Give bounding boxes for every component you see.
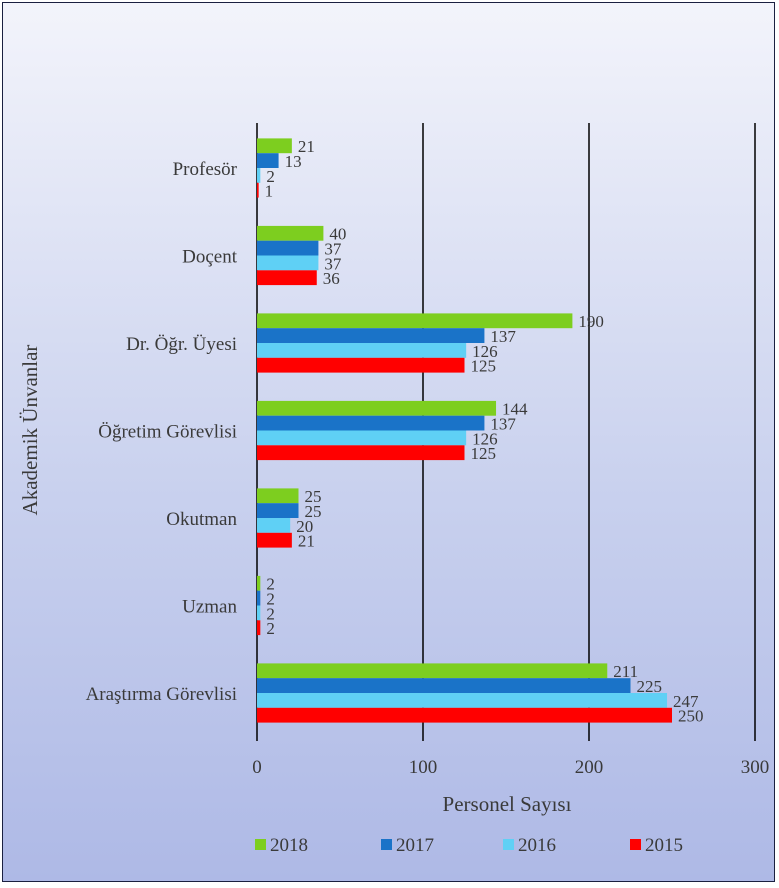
- category-label: Öğretim Görevlisi: [98, 422, 237, 443]
- legend-swatch: [381, 839, 392, 850]
- data-label: 25: [305, 487, 322, 506]
- bar: [257, 328, 485, 343]
- x-axis-title: Personel Sayısı: [443, 792, 572, 816]
- data-label: 2: [266, 604, 275, 623]
- data-label: 2: [266, 590, 275, 609]
- bar: [257, 153, 279, 168]
- bar: [257, 168, 261, 183]
- data-label: 2: [266, 167, 275, 186]
- data-label: 36: [323, 269, 340, 288]
- x-tick-label: 200: [575, 757, 604, 778]
- legend-item: 2017: [381, 835, 434, 856]
- data-labels: 2113214037373619013712612514413712612525…: [265, 137, 704, 725]
- bar: [257, 663, 608, 679]
- category-label: Dr. Öğr. Üyesi: [126, 334, 237, 355]
- legend-label: 2018: [270, 835, 308, 856]
- bar: [257, 518, 291, 533]
- category-label: Uzman: [182, 597, 237, 618]
- category-labels: Profesör Doçent Dr. Öğr. Üyesi Öğretim Göre…: [86, 159, 238, 705]
- bar: [257, 678, 631, 693]
- data-label: 125: [471, 444, 497, 463]
- bar: [257, 503, 299, 518]
- data-label: 144: [502, 400, 528, 419]
- category-label: Araştırma Görevlisi: [86, 684, 237, 705]
- bar: [257, 225, 324, 241]
- category-label: Profesör: [173, 159, 238, 180]
- data-label: 13: [285, 152, 302, 171]
- data-label: 21: [298, 137, 315, 156]
- data-label: 40: [329, 225, 346, 244]
- bar: [257, 532, 292, 548]
- data-label: 126: [472, 429, 498, 448]
- bar: [257, 240, 319, 256]
- data-label: 25: [305, 502, 322, 521]
- bar: [257, 707, 672, 723]
- bar: [257, 430, 467, 446]
- bar: [257, 138, 292, 154]
- bar: [257, 693, 668, 708]
- data-label: 2: [266, 575, 275, 594]
- data-label: 126: [472, 342, 498, 361]
- legend-item: 2015: [630, 835, 683, 856]
- legend-swatch: [630, 839, 641, 850]
- bar: [257, 400, 497, 416]
- legend-label: 2017: [396, 835, 434, 856]
- legend-swatch: [503, 839, 514, 850]
- bar: [257, 575, 261, 591]
- data-label: 250: [678, 707, 704, 726]
- data-label: 37: [324, 240, 342, 259]
- legend-label: 2015: [645, 835, 683, 856]
- bar-chart: 2113214037373619013712612514413712612525…: [18, 123, 769, 856]
- bars: [257, 138, 672, 723]
- data-label: 1: [265, 182, 274, 201]
- legend-swatch: [255, 839, 266, 850]
- bar: [257, 605, 261, 621]
- data-label: 225: [637, 677, 663, 696]
- legend-item: 2018: [255, 835, 308, 856]
- bar: [257, 343, 467, 358]
- bar: [257, 270, 317, 286]
- x-tick-label: 100: [409, 757, 438, 778]
- bar: [257, 590, 261, 606]
- bar: [257, 488, 299, 504]
- data-label: 247: [673, 692, 699, 711]
- y-axis-title: Akademik Ünvanlar: [18, 345, 42, 516]
- data-label: 37: [324, 254, 342, 273]
- bar: [257, 255, 319, 271]
- data-label: 190: [578, 312, 604, 331]
- bar: [257, 445, 465, 461]
- bar: [257, 313, 573, 329]
- x-tick-labels: 0 100 200 300: [252, 757, 769, 778]
- bar: [257, 357, 465, 373]
- data-label: 125: [471, 357, 497, 376]
- category-label: Doçent: [182, 247, 238, 268]
- x-tick-label: 0: [252, 757, 262, 778]
- data-label: 21: [298, 532, 315, 551]
- legend-label: 2016: [518, 835, 556, 856]
- data-label: 211: [613, 662, 638, 681]
- bar: [257, 620, 261, 636]
- data-label: 20: [296, 517, 313, 536]
- legend-item: 2016: [503, 835, 556, 856]
- data-label: 137: [490, 415, 516, 434]
- bar: [257, 415, 485, 431]
- data-label: 137: [490, 327, 516, 346]
- data-label: 2: [266, 619, 275, 638]
- x-tick-label: 300: [741, 757, 770, 778]
- legend: 2018 2017 2016 2015: [255, 835, 683, 856]
- bar: [257, 182, 259, 198]
- category-label: Okutman: [166, 509, 237, 530]
